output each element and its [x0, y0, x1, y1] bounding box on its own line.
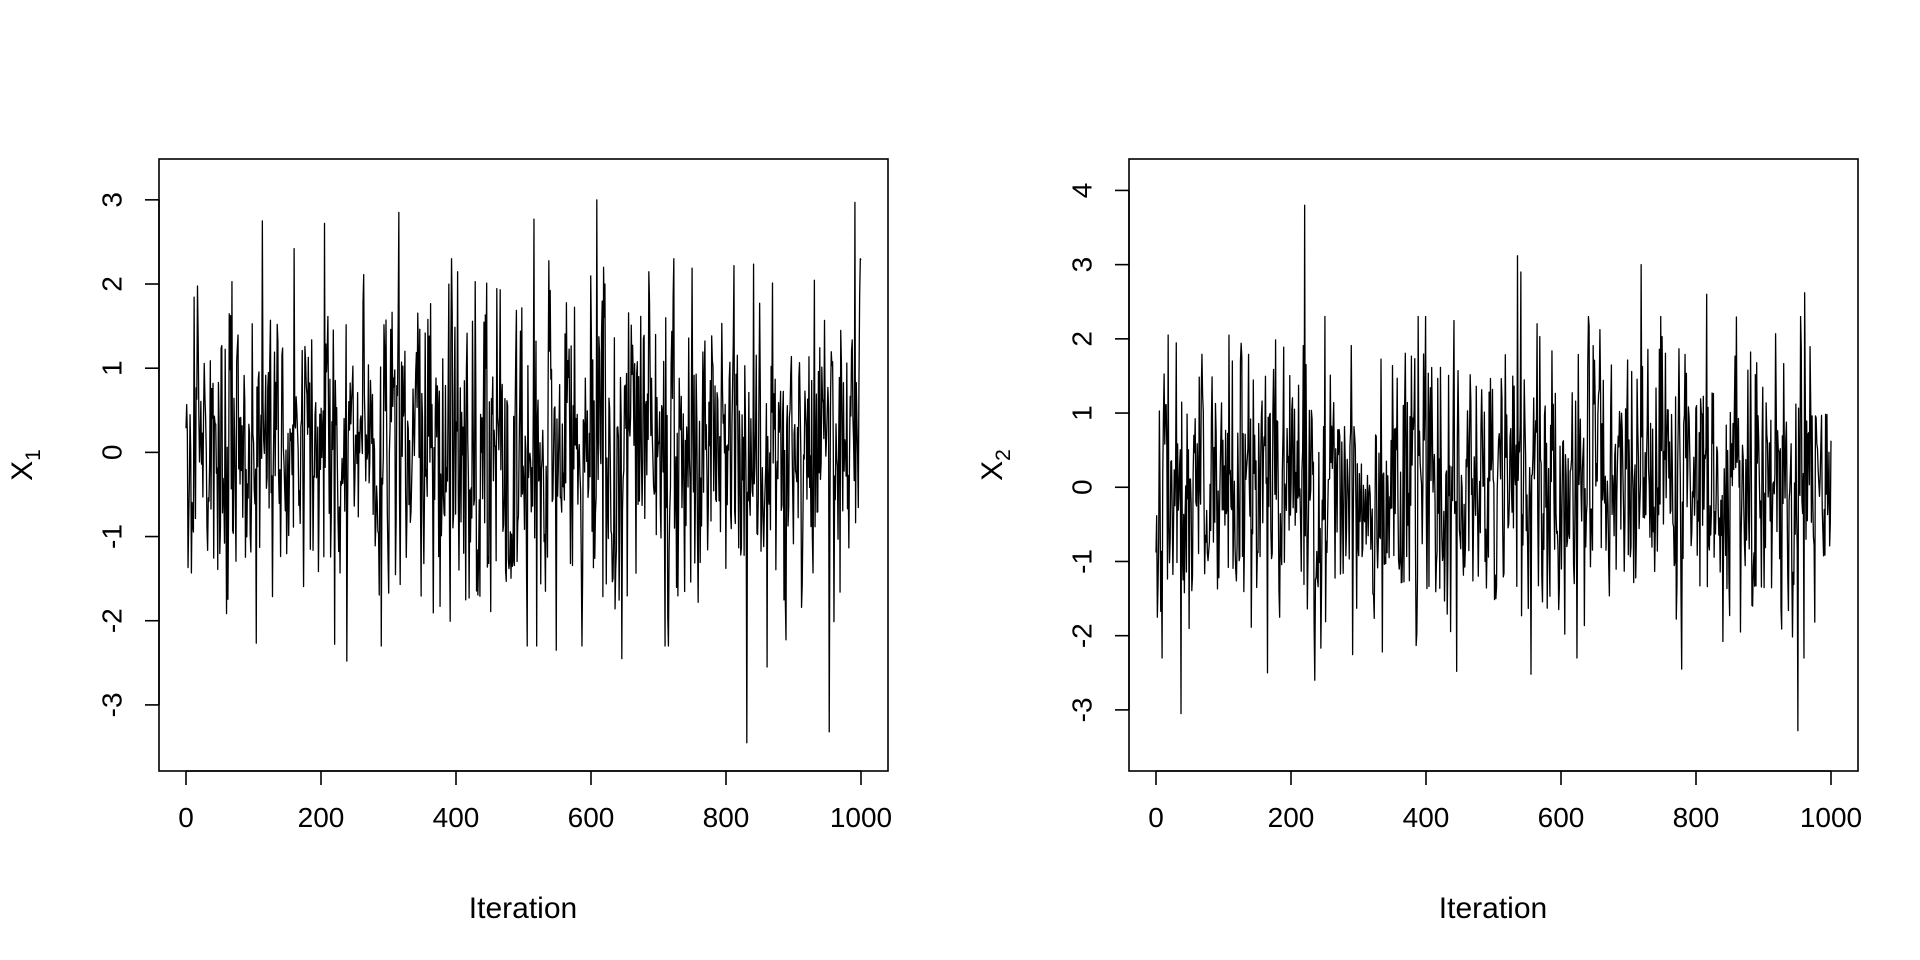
y-axis-x2: 4 3 2 1 0 -1 -2 -3 [1067, 183, 1130, 722]
trace-line-series-0 [1155, 204, 1832, 732]
y-tick-label: -1 [97, 524, 128, 549]
y-axis-label-x1: X1 [6, 449, 45, 481]
x-axis-label-x2: Iteration [1439, 892, 1547, 925]
y-tick-label: -2 [97, 608, 128, 633]
x-tick-label: 1000 [1800, 802, 1862, 833]
x-tick-label: 600 [1538, 802, 1585, 833]
y-axis-label-main-x2: X [976, 461, 1009, 481]
y-axis-label-sub-x2: 2 [992, 449, 1015, 461]
x-tick-label: 800 [703, 802, 750, 833]
x-tick-label: 400 [433, 802, 480, 833]
y-tick-label: 1 [1067, 405, 1098, 421]
trace-line-series-0 [185, 199, 862, 744]
x-tick-label: 1000 [830, 802, 892, 833]
x-axis-x1: 0 200 400 600 800 1000 [178, 770, 892, 833]
y-axis-x1: 3 2 1 0 -1 -2 -3 [97, 192, 160, 717]
x-tick-label: 400 [1403, 802, 1450, 833]
series-x2 [1155, 204, 1832, 732]
y-axis-label-sub-x1: 1 [22, 449, 45, 461]
y-tick-label: 2 [97, 276, 128, 292]
y-tick-label: 0 [1067, 479, 1098, 495]
y-tick-label: -3 [97, 692, 128, 717]
y-tick-label: -1 [1067, 549, 1098, 574]
y-tick-label: -3 [1067, 697, 1098, 722]
y-tick-label: 0 [97, 445, 128, 461]
y-axis-label-main-x1: X [6, 461, 39, 481]
x-tick-label: 800 [1673, 802, 1720, 833]
x-tick-label: 200 [298, 802, 345, 833]
x-tick-label: 0 [178, 802, 194, 833]
x-axis-label-x1: Iteration [469, 892, 577, 925]
y-tick-label: 2 [1067, 331, 1098, 347]
x-axis-x2: 0 200 400 600 800 1000 [1148, 770, 1862, 833]
x-tick-label: 0 [1148, 802, 1164, 833]
y-tick-label: -2 [1067, 623, 1098, 648]
y-tick-label: 3 [97, 192, 128, 208]
x-tick-label: 200 [1268, 802, 1315, 833]
y-tick-label: 3 [1067, 257, 1098, 273]
y-tick-label: 1 [97, 360, 128, 376]
y-axis-label-x2: X2 [976, 449, 1015, 481]
y-tick-label: 4 [1067, 183, 1098, 199]
trace-plot-x1: 3 2 1 0 -1 -2 -3 0 200 400 600 800 1000 Iteration X… [6, 158, 892, 925]
x-tick-label: 600 [568, 802, 615, 833]
series-x1 [185, 199, 862, 744]
